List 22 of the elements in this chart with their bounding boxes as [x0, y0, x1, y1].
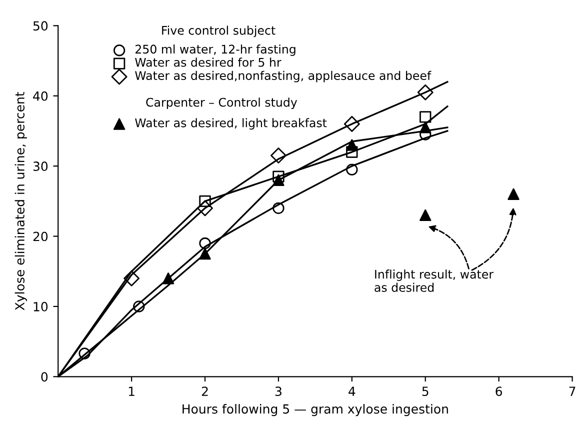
y-tick-label: 0 [41, 372, 48, 382]
legend-label: 250 ml water, 12-hr fasting [136, 44, 296, 56]
x-tick-label: 3 [275, 386, 282, 396]
y-tick-label: 30 [33, 162, 48, 171]
annotation: Carpenter – Control study [146, 98, 298, 110]
legend-label: Water as desired,nonfasting, applesauce and beef [135, 70, 432, 82]
y-tick-label: 50 [33, 21, 48, 31]
x-tick-label: 4 [348, 386, 356, 396]
y-axis-title: Xylose eliminated in urine, percent [14, 92, 27, 310]
legend-label: Water as desired for 5 hr [135, 58, 282, 67]
x-tick-label: 6 [496, 386, 502, 396]
x-tick-label: 1 [128, 386, 134, 396]
y-tick-label: 40 [33, 91, 48, 101]
annotation: Inflight result, water as desired [374, 270, 494, 292]
x-tick-label: 2 [202, 386, 208, 396]
y-tick-label: 20 [33, 232, 48, 242]
x-tick-label: 7 [569, 386, 576, 396]
y-tick-label: 10 [34, 302, 48, 312]
x-tick-label: 5 [422, 386, 428, 396]
x-axis-title: Hours following 5 — gram xylose ingestion [182, 404, 448, 416]
annotation: Five control subject [162, 26, 276, 38]
legend-label: Water as desired, light breakfast [135, 118, 327, 130]
